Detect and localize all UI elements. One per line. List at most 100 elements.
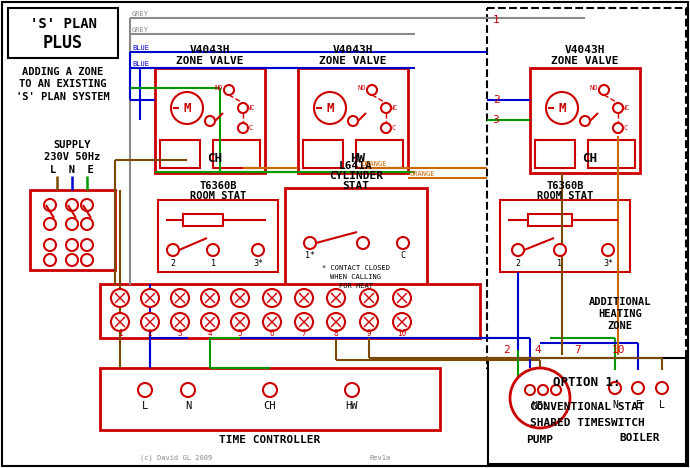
Circle shape [381,123,391,133]
Circle shape [171,289,189,307]
Circle shape [231,289,249,307]
Polygon shape [600,370,680,428]
Circle shape [360,289,378,307]
Text: CH: CH [582,152,598,164]
Text: Rev1a: Rev1a [370,455,391,461]
Text: 6: 6 [270,329,275,337]
Circle shape [602,244,614,256]
Text: NO: NO [215,85,224,91]
Polygon shape [356,140,403,168]
Circle shape [360,313,378,331]
Circle shape [81,199,93,211]
Text: HEATING: HEATING [598,309,642,319]
Circle shape [295,289,313,307]
Text: BLUE: BLUE [132,45,149,51]
Text: STAT: STAT [342,181,370,191]
Text: ZONE VALVE: ZONE VALVE [551,56,619,66]
Polygon shape [487,8,686,368]
Text: OPTION 1:: OPTION 1: [553,375,621,388]
Text: 1: 1 [210,258,215,268]
Circle shape [238,123,248,133]
Circle shape [231,313,249,331]
Text: BOILER: BOILER [620,433,660,443]
Circle shape [181,383,195,397]
Text: L  N  E: L N E [50,165,94,175]
Text: 7: 7 [302,329,306,337]
Text: NO: NO [357,85,366,91]
Circle shape [205,116,215,126]
Circle shape [171,92,203,124]
Text: TIME CONTROLLER: TIME CONTROLLER [219,435,321,445]
Text: 3*: 3* [603,258,613,268]
Circle shape [510,368,570,428]
Circle shape [44,199,56,211]
Text: M: M [184,102,190,115]
Text: L641A: L641A [339,161,373,171]
Circle shape [512,244,524,256]
Text: NEL: NEL [531,401,549,411]
Text: SUPPLY: SUPPLY [53,140,91,150]
Text: HW: HW [346,401,358,411]
Text: 1: 1 [558,258,562,268]
Text: PLUS: PLUS [43,34,83,52]
Text: 2: 2 [148,329,152,337]
Text: 'S' PLAN: 'S' PLAN [30,17,97,31]
Circle shape [554,244,566,256]
Circle shape [66,199,78,211]
Text: TO AN EXISTING: TO AN EXISTING [19,79,107,89]
Text: 3*: 3* [253,258,263,268]
Polygon shape [488,358,686,464]
Text: V4043H: V4043H [564,45,605,55]
Circle shape [546,92,578,124]
Text: ROOM STAT: ROOM STAT [537,191,593,201]
Circle shape [252,244,264,256]
Text: CONVENTIONAL STAT: CONVENTIONAL STAT [530,402,644,412]
Text: 4: 4 [535,345,542,355]
Text: L: L [659,400,665,410]
Text: 5: 5 [237,329,242,337]
Text: GREY: GREY [132,27,149,33]
Text: C: C [249,125,253,131]
Text: 7: 7 [575,345,582,355]
Text: 9: 9 [366,329,371,337]
Circle shape [44,218,56,230]
Polygon shape [155,68,265,173]
Text: C: C [400,251,406,261]
Text: ZONE VALVE: ZONE VALVE [319,56,387,66]
Circle shape [66,254,78,266]
Circle shape [327,313,345,331]
Circle shape [393,313,411,331]
Text: 10: 10 [397,329,406,337]
Text: ADDITIONAL: ADDITIONAL [589,297,651,307]
Text: 8: 8 [334,329,338,337]
Circle shape [224,85,234,95]
Text: CH: CH [264,401,276,411]
Circle shape [111,313,129,331]
Text: ORANGE: ORANGE [362,161,388,167]
Text: 2: 2 [170,258,175,268]
Text: M: M [558,102,566,115]
Text: NC: NC [247,105,255,111]
Text: NC: NC [622,105,630,111]
Circle shape [538,385,548,395]
Circle shape [238,103,248,113]
Circle shape [171,313,189,331]
Text: T6360B: T6360B [199,181,237,191]
Circle shape [81,239,93,251]
Text: C: C [624,125,628,131]
Text: 1*: 1* [305,251,315,261]
Circle shape [599,85,609,95]
Text: L: L [142,401,148,411]
Circle shape [551,385,561,395]
Text: 'S' PLAN SYSTEM: 'S' PLAN SYSTEM [16,92,110,102]
Text: M: M [326,102,334,115]
Circle shape [656,382,668,394]
Polygon shape [500,200,630,272]
Text: ORANGE: ORANGE [410,171,435,177]
Polygon shape [100,368,440,430]
Circle shape [263,313,281,331]
Text: E: E [635,400,641,410]
Text: ZONE VALVE: ZONE VALVE [176,56,244,66]
Text: SHARED TIMESWITCH: SHARED TIMESWITCH [530,418,644,428]
Polygon shape [298,68,408,173]
